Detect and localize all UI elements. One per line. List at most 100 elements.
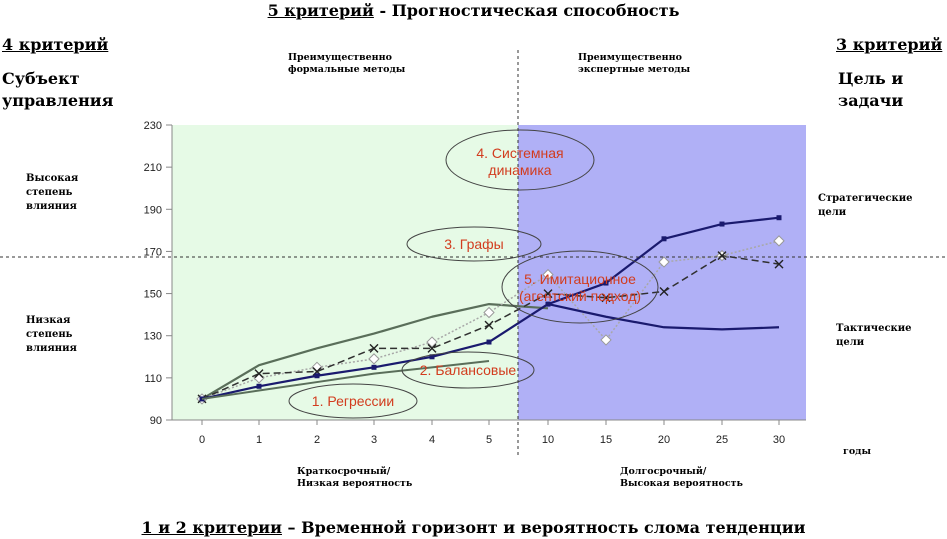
ellipse-system-dynamics-line2: динамика [488,162,551,178]
bottom-title: 1 и 2 критерии – Временной горизонт и ве… [0,518,947,537]
ellipse-simulation-line2: (агентский подход) [519,288,641,304]
expert-zone-background [518,125,806,420]
regression-series-line [201,360,490,400]
cross-point [543,289,553,299]
x-tick-label: 2 [314,434,320,446]
diamond-point [542,268,554,281]
cross-point [427,343,437,353]
right-goal-line1: Цель и [838,69,904,88]
low-influence-line3: влияния [26,343,77,354]
square-point [486,339,492,345]
expert-methods-label: Преимущественно экспертные методы [578,52,690,76]
cross-point [369,343,379,353]
x-tick-label: 15 [600,434,612,446]
right-criterion: 3 критерий [836,35,943,54]
x-tick-label: 30 [773,434,785,446]
expert-methods-line1: Преимущественно [578,52,682,63]
green-series-line [201,303,549,400]
low-influence-line2: степень [26,329,73,340]
low-influence-label: Низкая степень влияния [26,314,77,356]
bottom-title-text: – Временной горизонт и вероятность слома… [281,518,806,537]
x-tick-label: 5 [486,434,492,446]
diamond-point [600,334,612,346]
formal-methods-label: Преимущественно формальные методы [288,52,405,76]
tactical-series-line [547,303,780,331]
y-tick-label: 230 [144,120,162,132]
ellipse-graphs: 3. Графы [406,226,542,262]
high-influence-line1: Высокая [26,173,79,184]
x-tick-label: 0 [199,434,205,446]
long-horizon-label: Долгосрочный/ Высокая вероятность [620,466,743,490]
square-point [719,221,725,227]
ellipse-simulation-line1: 5. Имитационное [524,271,636,287]
x-tick-label: 4 [429,434,435,446]
x-tick-label: 1 [256,434,262,446]
short-horizon-line1: Краткосрочный/ [297,466,391,477]
y-tick-label: 210 [144,162,162,174]
x-tick-label: 25 [716,434,728,446]
high-influence-line2: степень [26,187,73,198]
square-point [314,373,320,379]
left-criterion: 4 критерий [2,35,109,54]
ellipse-balance: 2. Балансовые [401,351,535,389]
cross-point [774,259,784,269]
ellipse-simulation: 5. Имитационное (агентский подход) [501,250,659,324]
y-tick-label: 90 [150,415,162,427]
ellipse-regressions: 1. Регрессии [288,383,418,419]
square-point [603,280,609,286]
bottom-title-criteria: 1 и 2 критерии [141,518,282,537]
years-label: годы [843,446,872,457]
cross-point [717,251,727,261]
y-tick-label: 190 [144,204,162,216]
ellipse-balance-text: 2. Балансовые [420,362,517,378]
ellipse-regressions-text: 1. Регрессии [312,393,394,409]
strategic-goals-label: Стратегические цели [818,192,913,220]
strategic-goals-line2: цели [818,207,847,218]
square-point [776,215,782,221]
formal-methods-line1: Преимущественно [288,52,392,63]
tactical-goals-line1: Тактические [836,323,912,334]
top-title-text: - Прогностическая способность [373,1,680,20]
expert-methods-line2: экспертные методы [578,64,691,75]
diamond-point [483,306,495,319]
y-tick-label: 130 [144,331,162,343]
x-tick-label: 10 [542,434,554,446]
short-horizon-label: Краткосрочный/ Низкая вероятность [297,466,412,490]
ellipse-system-dynamics: 4. Системная динамика [445,129,595,191]
y-tick-label: 110 [144,373,162,385]
top-title: 5 критерий - Прогностическая способность [0,1,947,20]
square-point [429,354,435,360]
y-tick-label: 150 [144,289,162,301]
cross-point [601,293,611,303]
high-influence-line3: влияния [26,201,77,212]
long-horizon-line1: Долгосрочный/ [620,466,707,477]
low-influence-line1: Низкая [26,315,71,326]
tactical-goals-label: Тактические цели [836,322,912,350]
left-subject-line2: управления [2,91,114,110]
square-point [661,236,667,242]
high-influence-label: Высокая степень влияния [26,172,78,214]
cross-point [659,286,669,296]
diamond-point [658,256,670,268]
diamond-point [773,235,785,247]
x-tick-label: 20 [658,434,670,446]
cross-point [254,369,264,379]
x-tick-label: 3 [371,434,377,446]
strategic-goals-line1: Стратегические [818,193,913,204]
diamond-point [426,336,438,348]
cross-point [484,320,494,330]
square-point [371,364,377,370]
tactical-goals-line2: цели [836,337,865,348]
formal-methods-line2: формальные методы [288,64,406,75]
y-tick-label: 170 [144,246,162,258]
right-goal-line2: задачи [838,91,904,110]
square-point [256,383,262,389]
left-subject-line1: Субъект [2,69,80,88]
top-title-criterion: 5 критерий [267,1,374,20]
long-horizon-line2: Высокая вероятность [620,478,743,489]
cross-point [312,367,322,377]
diamond-point [368,353,380,365]
ellipse-system-dynamics-line1: 4. Системная [476,145,563,161]
short-horizon-line2: Низкая вероятность [297,478,413,489]
